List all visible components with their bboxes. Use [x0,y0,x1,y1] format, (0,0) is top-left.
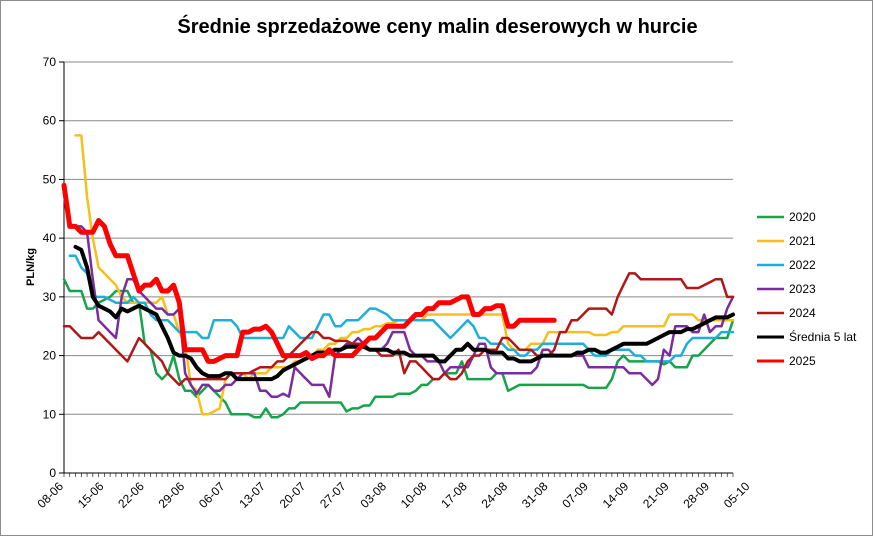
x-tick-label: 29-06 [156,479,188,511]
y-tick-label: 50 [43,172,57,186]
series-line-2025 [61,182,557,364]
x-tick-label: 22-06 [115,479,147,511]
series-line--rednia-5-lat [73,244,735,382]
x-tick-label: 07-09 [559,479,591,511]
legend-label: 2022 [789,258,816,272]
y-tick-label: 10 [43,407,57,421]
x-tick-label: 28-09 [680,479,712,511]
x-tick-label: 05-10 [721,479,753,511]
y-tick-label: 0 [49,466,56,480]
x-axis-ticks: 08-06 15-06 22-06 29-06 06-07 13-07 20-07 27-07… [35,473,753,511]
x-tick-label: 24-08 [479,479,511,511]
series-line-2024 [62,272,735,387]
series-lines [61,134,735,419]
y-tick-label: 30 [43,290,57,304]
x-tick-label: 06-07 [196,479,228,511]
legend-label: 2025 [789,354,816,368]
y-tick-label: 60 [43,114,57,128]
legend-label: 2021 [789,234,816,248]
x-tick-label: 15-06 [75,479,107,511]
legend-label: 2024 [789,306,816,320]
x-tick-label: 20-07 [277,479,309,511]
series-line-2023 [74,225,735,398]
x-tick-label: 08-06 [35,479,67,511]
axes [63,62,733,474]
y-tick-label: 40 [43,231,57,245]
y-tick-label: 70 [43,55,57,69]
legend-label: Średnia 5 lat [789,329,857,344]
x-tick-label: 21-09 [640,479,672,511]
x-tick-label: 10-08 [398,479,430,511]
legend: 2020 2021 2022 2023 2024 Średnia 5 lat 2025 [757,210,857,368]
x-tick-label: 03-08 [357,479,389,511]
x-tick-label: 17-08 [438,479,470,511]
x-tick-label: 13-07 [236,479,268,511]
y-axis-label: PLN/kg [25,248,37,286]
x-tick-label: 31-08 [519,479,551,511]
series-line-2020 [62,277,735,419]
legend-label: 2020 [789,210,816,224]
chart-title: Średnie sprzedażowe ceny malin deserowyc… [177,16,698,38]
x-tick-label: 27-07 [317,479,349,511]
y-axis-ticks: 0 10 20 30 40 50 60 70 [43,55,64,480]
x-tick-label: 14-09 [600,479,632,511]
y-tick-label: 20 [43,349,57,363]
legend-label: 2023 [789,282,816,296]
gridlines [64,61,733,415]
